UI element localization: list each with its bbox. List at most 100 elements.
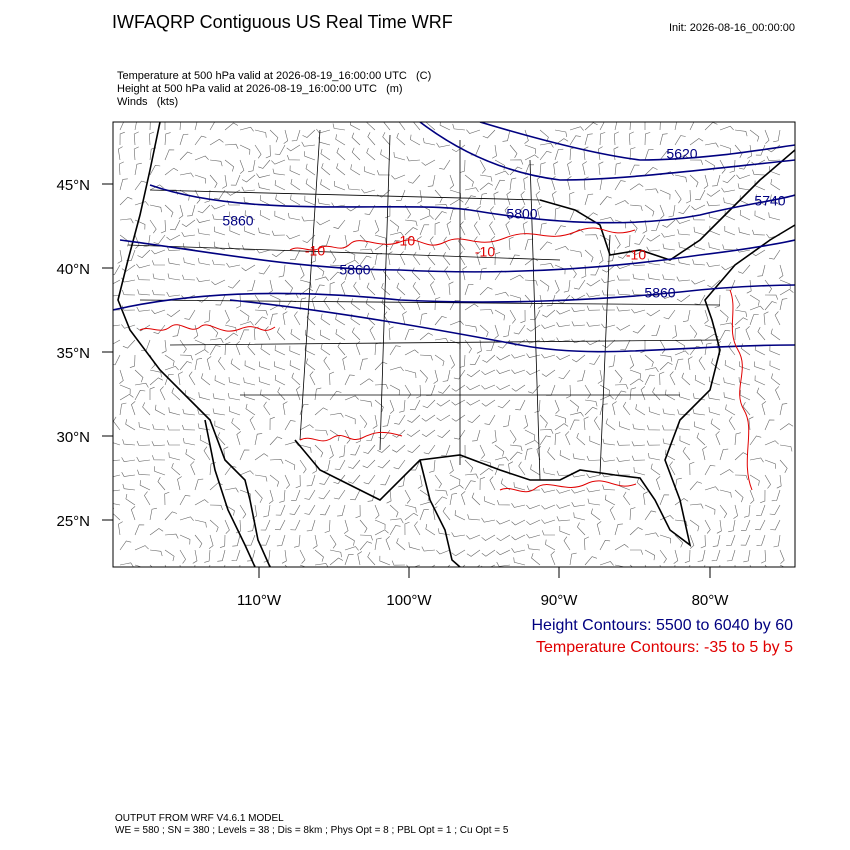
wind-barb [526,519,541,526]
wind-barb [235,519,241,534]
wind-barb [479,159,486,174]
wind-barb [397,267,406,281]
wind-barb [194,478,204,491]
wind-barb [494,456,509,462]
wind-barb [601,472,616,478]
wind-barb [644,188,659,194]
wind-barb [113,489,121,492]
wind-barb [554,129,568,137]
wind-barb [526,339,541,344]
wind-barb [524,164,534,176]
wind-barb [389,345,401,356]
wind-barb [509,177,517,191]
wind-barb [768,212,781,221]
wind-barb [159,386,166,401]
wind-barb [388,326,394,341]
wind-barb [563,279,571,293]
wind-barb [214,375,226,386]
wind-barb [609,506,616,521]
wind-barb [629,507,636,521]
wind-barb [614,564,627,567]
wind-barb [586,487,601,493]
wind-barb [629,369,641,379]
wind-barb [385,536,391,551]
wind-barb [355,429,361,444]
wind-barb [396,282,406,296]
wind-barb [734,474,748,481]
wind-barb [164,122,166,130]
wind-barb [439,159,451,170]
wind-barb [776,474,782,489]
wind-barb [531,553,541,566]
wind-barb [764,301,777,311]
wind-barb [198,241,211,251]
wind-barb [479,193,488,206]
wind-barb [178,204,184,219]
wind-barb [359,534,373,541]
wind-barb [310,249,316,264]
wind-barb [646,234,661,242]
wind-barb [629,183,644,191]
wind-barb [224,324,237,333]
wind-barb [258,159,271,169]
wind-barb [623,491,631,506]
wind-barb [689,481,703,491]
wind-barb [224,309,230,324]
wind-barb [134,524,145,536]
wind-barb [497,499,511,506]
wind-barb [473,221,481,236]
wind-barb [464,303,479,311]
wind-barb [269,304,284,311]
wind-barb [779,444,793,452]
wind-barb [614,544,629,551]
wind-barb [602,438,616,446]
wind-barb [314,429,328,436]
wind-barb [283,129,289,144]
wind-barb [511,534,526,541]
wind-barb [556,504,571,509]
wind-barb [196,218,211,223]
wind-barb [414,521,421,536]
wind-barb [246,279,256,292]
wind-barb [773,129,781,143]
wind-barb [351,147,361,161]
wind-barb [304,151,316,161]
wind-barb [329,264,343,271]
wind-barb [137,274,151,281]
wind-barb [526,533,541,539]
wind-barb [719,504,728,519]
wind-barb [149,507,157,521]
temperature-label: -10 [626,247,646,263]
wind-barb [289,249,301,261]
wind-barb [367,552,376,566]
wind-barb [524,154,539,161]
wind-barb [604,494,616,506]
wind-barb [259,210,271,221]
wind-barb [389,219,400,232]
wind-barb [473,236,481,251]
wind-barb [708,242,721,251]
wind-barb [689,122,695,131]
wind-barb [479,444,486,459]
wind-barb [245,403,256,416]
wind-barb [466,129,481,134]
wind-barb [584,193,594,206]
wind-barb [755,519,766,531]
wind-barb [494,252,501,266]
wind-barb [766,156,781,162]
wind-barb [593,416,601,431]
wind-barb [557,294,571,304]
wind-barb [182,274,196,281]
height-label: 5800 [506,206,537,222]
wind-barb [434,316,447,326]
wind-barb [436,142,451,148]
wind-barb [322,459,331,472]
wind-barb [674,174,687,183]
wind-barb [496,534,511,542]
wind-barb [481,517,496,523]
wind-barb [678,257,691,266]
wind-barb [361,188,376,194]
wind-barb [277,387,286,401]
